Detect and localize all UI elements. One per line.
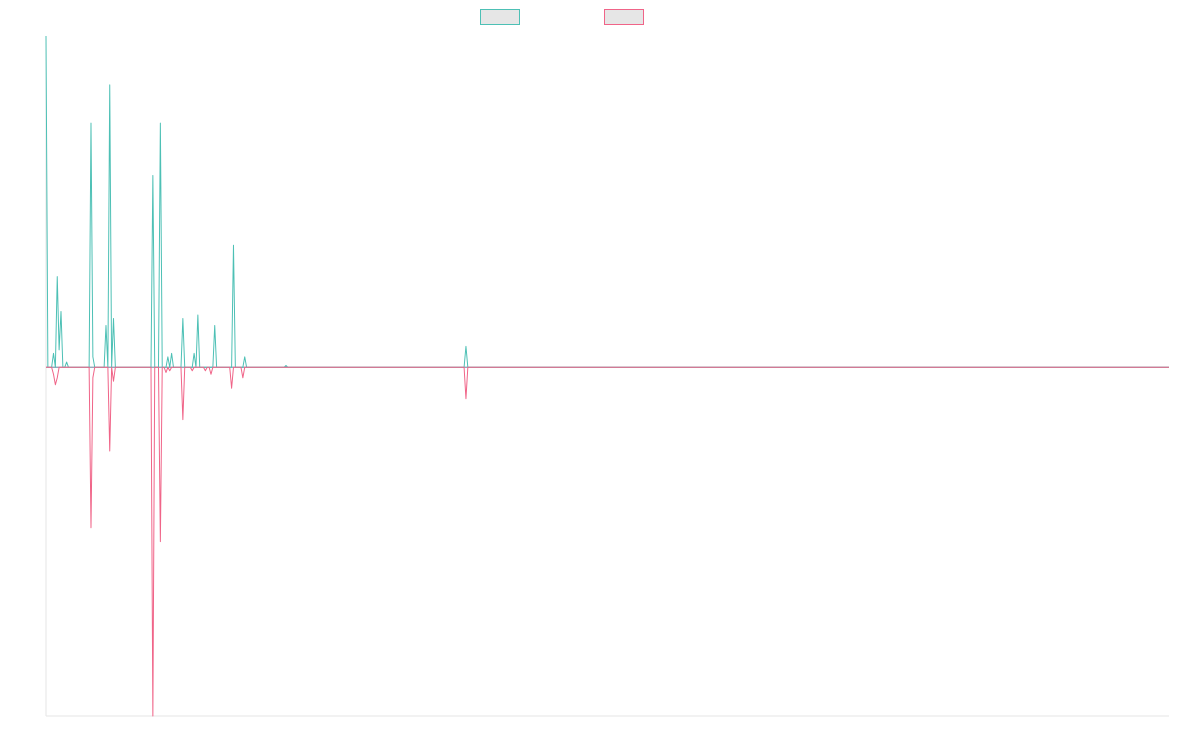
legend-item-series-1[interactable]: [480, 9, 526, 25]
chart-legend: [0, 9, 1200, 27]
series-line-2[interactable]: [46, 366, 1169, 717]
legend-swatch-series-1: [480, 9, 520, 25]
legend-item-series-2[interactable]: [604, 9, 650, 25]
legend-swatch-series-2: [604, 9, 644, 25]
series-line-1[interactable]: [45, 35, 1169, 368]
